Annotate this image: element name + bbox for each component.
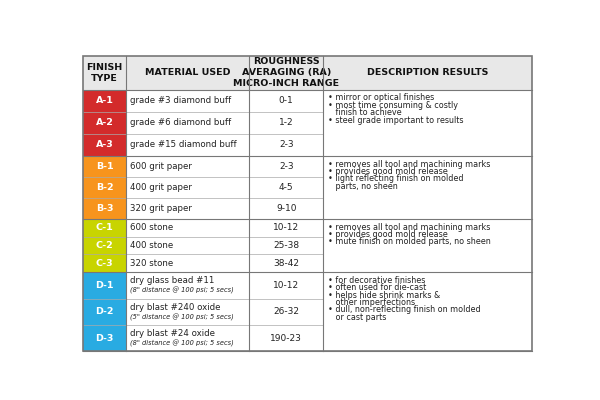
Text: • steel grade important to results: • steel grade important to results — [328, 116, 463, 124]
Text: • most time consuming & costly: • most time consuming & costly — [328, 101, 458, 110]
Text: 2-3: 2-3 — [279, 162, 293, 171]
Bar — [126, 219, 532, 272]
Bar — [126, 272, 532, 351]
Text: ROUGHNESS
AVERAGING (RA)
MICRO-INCH RANGE: ROUGHNESS AVERAGING (RA) MICRO-INCH RANG… — [233, 57, 339, 88]
Text: • removes all tool and machining marks: • removes all tool and machining marks — [328, 223, 490, 232]
Text: A-1: A-1 — [96, 96, 113, 105]
Text: • provides good mold release: • provides good mold release — [328, 230, 448, 239]
Text: • often used for die-cast: • often used for die-cast — [328, 283, 426, 292]
Text: • light reflecting finish on molded: • light reflecting finish on molded — [328, 174, 463, 184]
Text: 10-12: 10-12 — [273, 281, 299, 290]
Text: 10-12: 10-12 — [273, 223, 299, 232]
Text: C-1: C-1 — [96, 223, 113, 232]
Text: 1-2: 1-2 — [279, 118, 293, 127]
Text: dry blast #24 oxide: dry blast #24 oxide — [130, 329, 215, 338]
Bar — [83, 219, 126, 272]
Text: • provides good mold release: • provides good mold release — [328, 167, 448, 176]
Text: or cast parts: or cast parts — [328, 313, 386, 322]
Text: (8" distance @ 100 psi; 5 secs): (8" distance @ 100 psi; 5 secs) — [130, 340, 233, 347]
Text: B-2: B-2 — [96, 183, 113, 192]
Text: 4-5: 4-5 — [279, 183, 293, 192]
Text: 38-42: 38-42 — [273, 259, 299, 268]
Text: parts, no sheen: parts, no sheen — [328, 182, 397, 191]
Bar — [83, 90, 126, 156]
Text: • dull, non-reflecting finish on molded: • dull, non-reflecting finish on molded — [328, 306, 480, 314]
Text: A-3: A-3 — [96, 140, 113, 149]
Text: 0-1: 0-1 — [279, 96, 293, 105]
Text: D-2: D-2 — [95, 307, 114, 316]
Text: 400 grit paper: 400 grit paper — [130, 183, 191, 192]
Text: • for decorative finishes: • for decorative finishes — [328, 276, 425, 285]
Text: • mute finish on molded parts, no sheen: • mute finish on molded parts, no sheen — [328, 238, 490, 246]
Text: C-3: C-3 — [96, 259, 113, 268]
Text: A-2: A-2 — [96, 118, 113, 127]
Bar — [126, 156, 532, 219]
Text: grade #15 diamond buff: grade #15 diamond buff — [130, 140, 236, 149]
Text: DESCRIPTION RESULTS: DESCRIPTION RESULTS — [367, 68, 488, 77]
Text: (5" distance @ 100 psi; 5 secs): (5" distance @ 100 psi; 5 secs) — [130, 314, 233, 321]
Bar — [126, 90, 532, 156]
Text: 400 stone: 400 stone — [130, 241, 173, 250]
Text: C-2: C-2 — [96, 241, 113, 250]
Text: dry glass bead #11: dry glass bead #11 — [130, 276, 214, 285]
Text: 320 stone: 320 stone — [130, 259, 173, 268]
Text: D-3: D-3 — [95, 334, 114, 343]
Text: B-3: B-3 — [96, 204, 113, 213]
Text: 600 stone: 600 stone — [130, 223, 173, 232]
Bar — [83, 56, 532, 90]
Text: grade #3 diamond buff: grade #3 diamond buff — [130, 96, 230, 105]
Text: D-1: D-1 — [95, 281, 114, 290]
Text: 26-32: 26-32 — [273, 307, 299, 316]
Text: • helps hide shrink marks &: • helps hide shrink marks & — [328, 291, 440, 300]
Text: MATERIAL USED: MATERIAL USED — [145, 68, 230, 77]
Text: 320 grit paper: 320 grit paper — [130, 204, 191, 213]
Text: B-1: B-1 — [96, 162, 113, 171]
Text: 600 grit paper: 600 grit paper — [130, 162, 191, 171]
Text: (8" distance @ 100 psi; 5 secs): (8" distance @ 100 psi; 5 secs) — [130, 287, 233, 294]
Bar — [83, 272, 126, 351]
Text: 25-38: 25-38 — [273, 241, 299, 250]
Text: 190-23: 190-23 — [270, 334, 302, 343]
Text: • removes all tool and machining marks: • removes all tool and machining marks — [328, 160, 490, 169]
Text: 2-3: 2-3 — [279, 140, 293, 149]
Text: • mirror or optical finishes: • mirror or optical finishes — [328, 93, 434, 102]
Text: finish to achieve: finish to achieve — [328, 108, 401, 117]
Text: other imperfections: other imperfections — [328, 298, 415, 307]
Text: grade #6 diamond buff: grade #6 diamond buff — [130, 118, 230, 127]
Bar — [83, 156, 126, 219]
Text: 9-10: 9-10 — [276, 204, 296, 213]
Text: FINISH
TYPE: FINISH TYPE — [86, 63, 123, 83]
Text: dry blast #240 oxide: dry blast #240 oxide — [130, 302, 220, 312]
